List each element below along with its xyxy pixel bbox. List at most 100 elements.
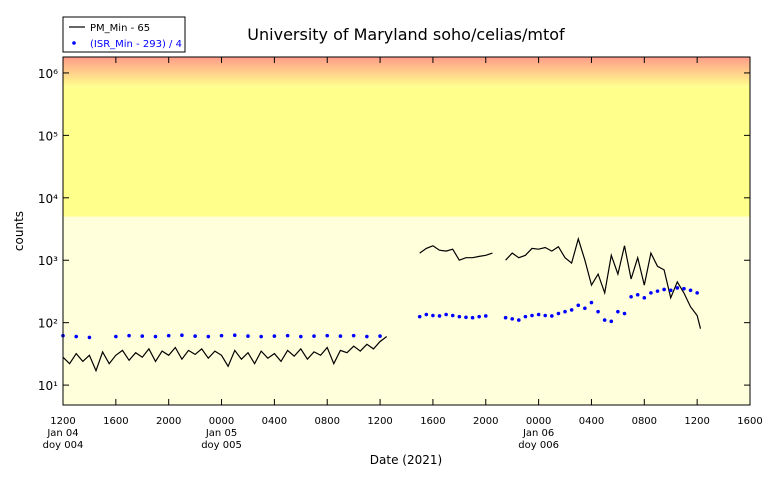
x-tick-label: 2000 <box>156 416 181 427</box>
data-point <box>695 291 699 295</box>
data-point <box>127 333 131 338</box>
x-tick-label-line: 0000 <box>526 416 551 427</box>
data-point <box>523 314 528 319</box>
data-point <box>470 315 475 320</box>
data-point <box>464 315 468 320</box>
data-point <box>662 287 666 292</box>
data-point <box>450 313 455 318</box>
x-tick-label-line: Jan 06 <box>522 428 554 439</box>
x-tick-label-line: Jan 05 <box>205 428 237 439</box>
data-point <box>642 296 647 300</box>
x-tick-label-line: 0800 <box>315 416 340 427</box>
x-tick-label: 1600 <box>103 416 128 427</box>
data-point <box>510 317 514 321</box>
data-point <box>74 334 79 339</box>
data-point <box>622 311 627 316</box>
background-band <box>63 216 750 405</box>
data-point <box>232 333 237 337</box>
x-tick-label-line: 1600 <box>420 416 445 427</box>
x-tick-label: 0800 <box>315 416 340 427</box>
x-tick-label-line: doy 004 <box>43 440 84 451</box>
x-tick-label-line: 1600 <box>103 416 128 427</box>
data-point <box>114 334 118 339</box>
data-point <box>602 318 607 322</box>
x-tick-label-line: 1200 <box>50 416 75 427</box>
chart-title: University of Maryland soho/celias/mtof <box>247 25 565 44</box>
data-point <box>635 292 640 297</box>
data-point <box>609 319 614 324</box>
legend-box <box>62 16 186 53</box>
y-tick-label: 10⁴ <box>38 192 58 206</box>
data-point <box>550 314 554 318</box>
data-line <box>62 236 702 373</box>
data-point <box>668 288 673 293</box>
background-band <box>63 86 750 217</box>
legend-label: (ISR_Min - 293) / 4 <box>90 39 182 50</box>
x-tick-label-line: doy 005 <box>201 440 242 451</box>
x-tick-label: 1600 <box>420 416 445 427</box>
data-point <box>563 309 567 314</box>
data-point <box>325 333 330 338</box>
x-tick-label: 0000 Jan 05 doy 005 <box>201 416 242 451</box>
x-tick-label: 1600 <box>737 416 762 427</box>
data-point <box>378 334 382 338</box>
data-point <box>675 286 680 290</box>
data-point <box>351 333 356 338</box>
data-point <box>457 314 462 319</box>
data-point <box>543 313 548 318</box>
data-point <box>576 303 581 308</box>
y-tick-label: 10⁶ <box>38 67 58 81</box>
data-point <box>206 334 211 339</box>
x-tick-label-line: 1600 <box>737 416 762 427</box>
data-point <box>596 309 600 314</box>
data-point <box>503 315 508 320</box>
x-tick-label-line: 2000 <box>156 416 181 427</box>
data-point <box>180 333 184 337</box>
data-point <box>655 289 660 293</box>
data-point <box>424 312 429 317</box>
data-point <box>616 309 620 314</box>
x-tick-label-line: 0000 <box>209 416 234 427</box>
data-point <box>536 312 541 317</box>
legend-label: PM_Min - 65 <box>90 23 150 34</box>
data-point <box>417 314 422 319</box>
data-point <box>556 311 561 316</box>
data-point <box>682 286 686 291</box>
x-tick-label-line: 2000 <box>473 416 498 427</box>
x-tick-label-line: 1200 <box>367 416 392 427</box>
x-tick-label: 0000 Jan 06 doy 006 <box>518 416 559 451</box>
data-point <box>569 308 574 312</box>
y-tick-label: 10³ <box>38 254 58 268</box>
data-point <box>312 334 316 338</box>
data-point <box>285 333 290 338</box>
data-point <box>583 306 587 311</box>
data-point <box>629 294 633 299</box>
data-point <box>153 334 158 339</box>
x-tick-label: 1200 <box>367 416 392 427</box>
x-tick-label-line: Jan 04 <box>46 428 78 439</box>
plot-frame <box>62 56 751 406</box>
data-point <box>259 334 263 339</box>
x-tick-label: 0400 <box>579 416 604 427</box>
legend-swatch <box>72 41 76 45</box>
x-axis-label: Date (2021) <box>370 453 442 467</box>
x-tick-label: 2000 <box>473 416 498 427</box>
data-point <box>516 318 521 322</box>
data-point <box>649 291 653 295</box>
x-tick-label-line: 0400 <box>579 416 604 427</box>
data-point <box>431 313 435 318</box>
data-point <box>365 334 369 339</box>
data-point <box>166 333 171 338</box>
data-point <box>299 334 303 339</box>
data-point <box>338 334 343 338</box>
y-tick-label: 10⁵ <box>38 129 58 143</box>
background-band <box>63 57 750 87</box>
y-tick-label: 10¹ <box>38 379 58 393</box>
data-point <box>589 300 594 305</box>
data-point <box>246 334 250 338</box>
x-tick-label: 1200 <box>684 416 709 427</box>
data-point <box>530 313 534 318</box>
data-point <box>193 334 197 338</box>
data-point <box>140 334 145 338</box>
